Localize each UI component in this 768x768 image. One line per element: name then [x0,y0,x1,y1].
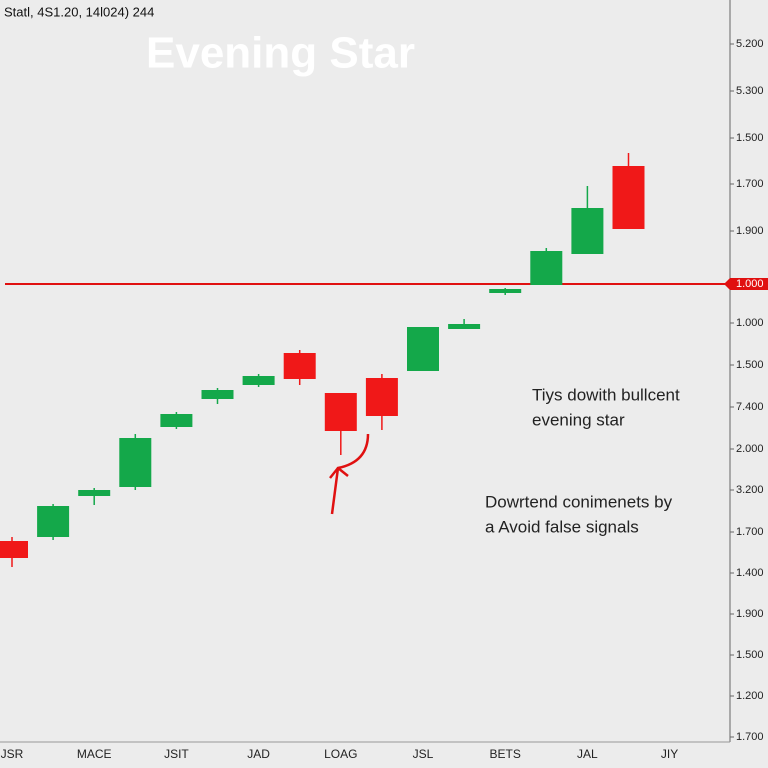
y-tick-label: 1.500 [736,359,764,371]
candle-body [407,327,439,371]
candle-body [283,353,316,379]
annotation: a Avoid false signals [485,517,639,536]
candle-body [201,390,234,399]
annotation: Dowrtend conimenets by [485,492,673,511]
candle-body [0,541,28,558]
chart-title: Evening Star [146,29,415,78]
x-tick-label: BETS [490,747,521,761]
y-tick-label: 5.300 [736,85,764,97]
candle-body [571,208,604,254]
y-tick-label: 1.900 [736,608,764,620]
x-tick-label: MACE [77,747,112,761]
candle-body [78,490,111,496]
arrow [329,433,370,515]
x-tick-label: JSR [1,747,24,761]
candle-body [612,166,645,229]
x-tick-label: JSIT [164,747,189,761]
x-tick-label: JAL [577,747,598,761]
candle-body [530,251,563,285]
y-tick-label: 1.000 [736,317,764,329]
candle-body [448,324,481,329]
candle-body [242,376,275,385]
y-tick-label: 1.900 [736,225,764,237]
y-tick-label: 1.200 [736,690,764,702]
candle-body [365,378,398,416]
annotation: evening star [532,410,625,429]
candle-body [160,414,193,427]
subtitle: Statl, 4S1.20, 14l024) 244 [4,4,154,19]
x-tick-label: JSL [413,747,434,761]
y-tick-label: 1.500 [736,649,764,661]
x-tick-label: LOAG [324,747,357,761]
candle-body [37,506,70,537]
y-tick-label: 1.700 [736,731,764,743]
annotation: Tiys dowith bullcent [532,385,680,404]
candle-body [119,438,152,487]
reference-label: 1.000 [736,278,764,290]
x-tick-label: JAD [247,747,270,761]
candle-body [489,289,522,293]
y-tick-label: 1.400 [736,567,764,579]
y-tick-label: 3.200 [736,484,764,496]
y-tick-label: 2.000 [736,443,764,455]
candle-body [324,393,357,431]
y-tick-label: 1.700 [736,526,764,538]
y-tick-label: 5.200 [736,38,764,50]
y-tick-label: 1.700 [736,178,764,190]
reference-marker [724,278,768,290]
y-tick-label: 1.500 [736,132,764,144]
y-tick-label: 7.400 [736,401,764,413]
x-tick-label: JIY [661,747,678,761]
